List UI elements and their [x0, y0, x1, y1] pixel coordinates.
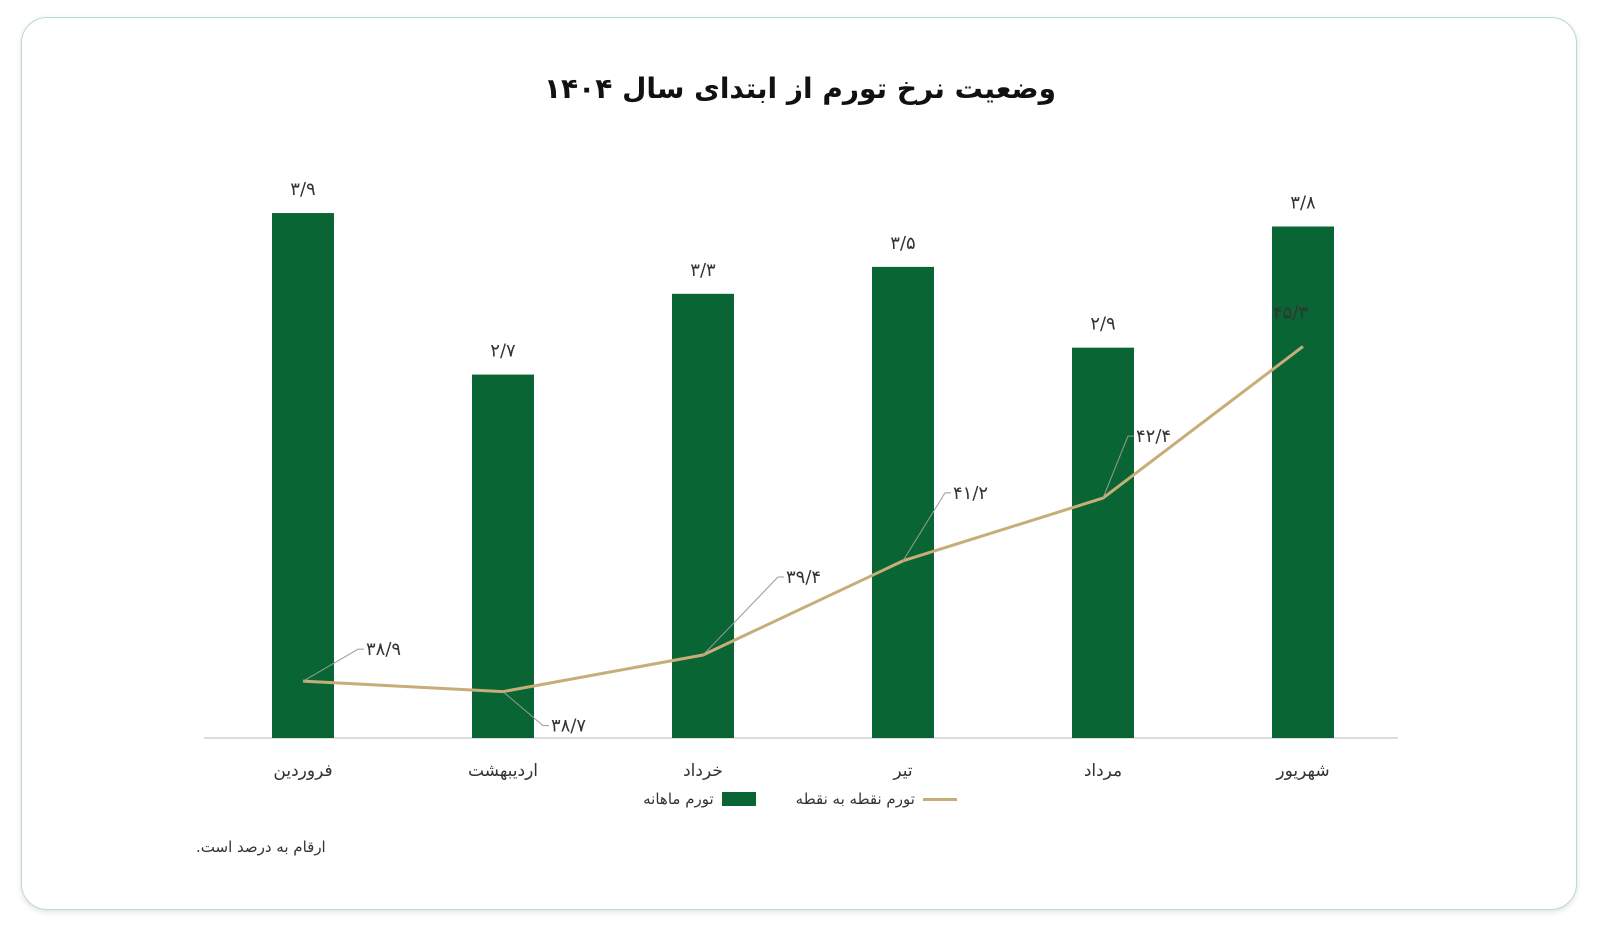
category-label: شهریور: [1275, 761, 1329, 780]
bar: [1072, 347, 1134, 738]
line-label-leader: [1102, 435, 1129, 499]
bar-value-label: ۲/۹: [1090, 314, 1115, 335]
line-value-label: ۳۸/۹: [366, 639, 401, 660]
line-value-label: ۴۲/۴: [1136, 426, 1171, 447]
legend-item-bar: تورم ماهانه: [643, 790, 756, 808]
legend: تورم نقطه به نقطه تورم ماهانه: [0, 790, 1600, 808]
bar: [272, 213, 334, 738]
category-label: فروردین: [273, 761, 332, 780]
line-series: [302, 345, 1304, 694]
bar: [1272, 226, 1334, 738]
combo-chart: ۳/۹ فروردین ۲/۷ اردیبهشت ۳/۳ خرداد ۳/۵ تیر ۲/۹ مر…: [204, 179, 1398, 780]
legend-label-line: تورم نقطه به نقطه: [795, 790, 915, 808]
bar-value-label: ۳/۵: [890, 233, 915, 254]
legend-label-bar: تورم ماهانه: [643, 790, 714, 808]
line-label-leader: [902, 492, 946, 562]
bar-value-label: ۲/۷: [490, 341, 516, 362]
category-label: اردیبهشت: [468, 761, 538, 780]
bar-value-label: ۳/۳: [690, 260, 716, 281]
legend-swatch-bar: [721, 792, 756, 806]
legend-swatch-line: [922, 797, 957, 801]
bar-value-label: ۳/۹: [290, 179, 315, 200]
line-value-label: ۴۱/۲: [953, 483, 988, 504]
line-label-leader: [302, 648, 359, 682]
line-value-label: ۳۸/۷: [551, 716, 586, 737]
line-value-label: ۳۹/۴: [786, 567, 821, 588]
category-label: مرداد: [1084, 761, 1122, 780]
bar-value-label: ۳/۸: [1290, 193, 1316, 214]
category-label: تیر: [892, 761, 913, 780]
line-value-label: ۴۵/۳: [1273, 302, 1308, 323]
line-label-leader: [502, 691, 544, 726]
legend-item-line: تورم نقطه به نقطه: [796, 790, 957, 808]
footnote: ارقام به درصد است.: [196, 838, 326, 856]
bar: [472, 374, 534, 738]
line-label-leader: [702, 576, 779, 656]
category-label: خرداد: [683, 761, 723, 780]
bar: [872, 266, 934, 738]
chart-title: وضعیت نرخ تورم از ابتدای سال ۱۴۰۴: [543, 72, 1057, 105]
bar: [672, 293, 734, 738]
